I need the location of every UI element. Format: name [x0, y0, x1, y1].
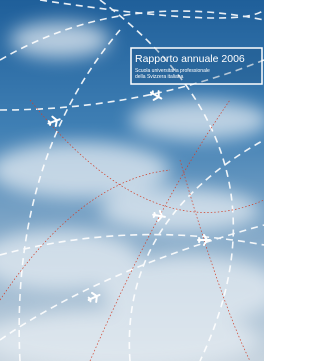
- subtitle-line: della Svizzera italiana: [135, 74, 184, 80]
- title: Rapporto annuale 2006: [135, 53, 245, 65]
- page: Rapporto annuale 2006 Scuola universitar…: [0, 0, 264, 361]
- cover: Rapporto annuale 2006 Scuola universitar…: [0, 0, 264, 361]
